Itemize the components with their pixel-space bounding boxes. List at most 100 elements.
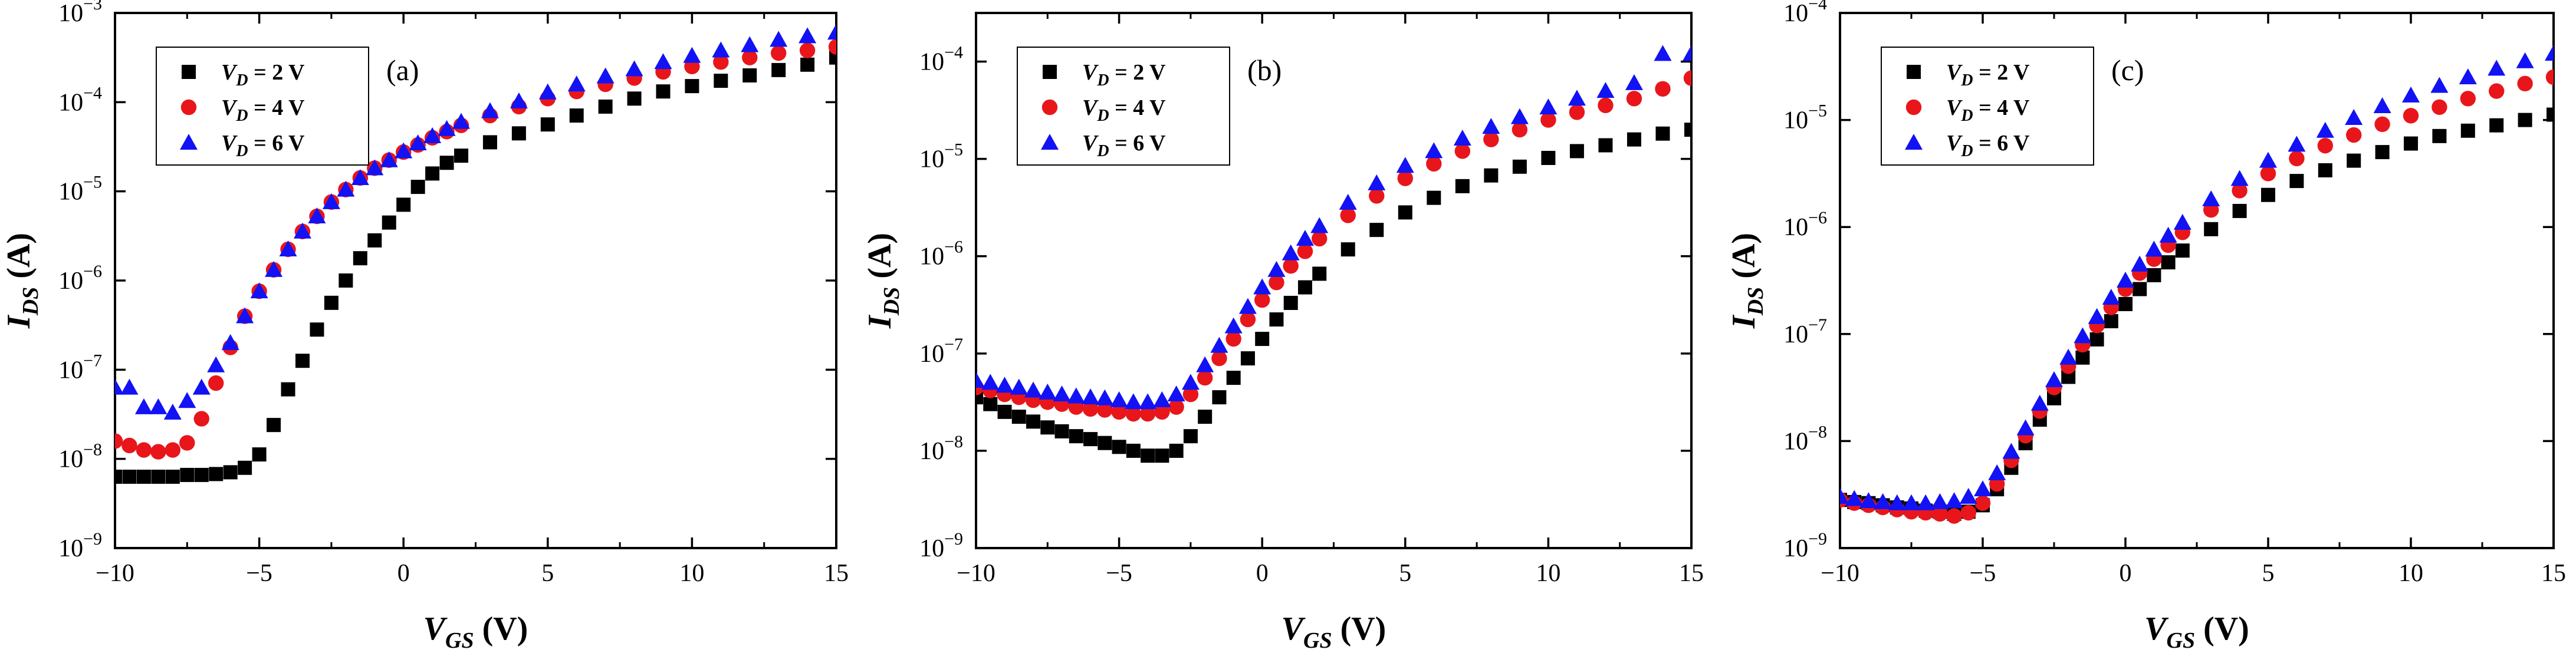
data-point: [136, 469, 151, 484]
data-point: [163, 403, 182, 420]
data-point: [221, 334, 239, 350]
data-point: [2489, 83, 2505, 99]
data-point: [1340, 242, 1355, 257]
data-point: [223, 465, 238, 480]
data-point: [742, 68, 757, 83]
legend-label: VD = 6 V: [221, 131, 305, 160]
data-point: [2402, 86, 2420, 103]
data-point: [382, 215, 396, 230]
x-tick-label: 10: [679, 560, 704, 587]
series-3: [1840, 45, 2554, 510]
data-point: [1210, 337, 1228, 353]
data-point: [1083, 432, 1098, 447]
data-point: [2175, 243, 2190, 258]
legend-label: VD = 4 V: [221, 95, 305, 125]
data-point: [1369, 223, 1384, 238]
data-point: [771, 62, 786, 77]
x-axis-title: VGS (V): [1282, 611, 1386, 653]
series-1: [976, 123, 1691, 463]
data-point: [1224, 317, 1243, 334]
data-point: [2102, 289, 2120, 305]
data-point: [337, 180, 355, 197]
data-point: [2288, 136, 2306, 152]
data-point: [683, 47, 701, 63]
data-point: [1568, 90, 1586, 106]
data-point: [295, 354, 310, 368]
data-point: [2002, 443, 2020, 459]
data-point: [1181, 374, 1200, 390]
data-point: [1569, 144, 1584, 159]
data-point: [2430, 77, 2449, 93]
data-point: [1269, 275, 1284, 291]
data-point: [1959, 487, 1977, 504]
data-point: [596, 67, 615, 84]
data-point: [1153, 391, 1171, 408]
data-point: [1932, 506, 1948, 522]
y-tick-label: 10−9: [1783, 529, 1827, 562]
panel-label: (b): [1247, 54, 1282, 87]
data-point: [265, 260, 283, 277]
data-point: [1111, 404, 1127, 420]
data-point: [1167, 385, 1185, 402]
data-point: [192, 378, 211, 395]
data-point: [1212, 390, 1227, 405]
data-point: [1267, 260, 1286, 277]
data-point: [351, 169, 369, 185]
data-points: [115, 24, 836, 484]
data-point: [1225, 331, 1241, 347]
legend-label: VD = 6 V: [1946, 131, 2030, 160]
data-point: [238, 460, 252, 475]
data-point: [1454, 143, 1471, 159]
data-point: [1960, 504, 1976, 521]
data-point: [194, 467, 209, 482]
data-point: [2404, 136, 2418, 151]
data-point: [2432, 128, 2447, 143]
data-point: [1240, 351, 1255, 366]
data-point: [179, 435, 195, 451]
data-point: [2460, 123, 2475, 138]
data-point: [799, 27, 817, 44]
legend: VD = 2 V VD = 4 V VD = 6 V: [1881, 47, 2094, 166]
data-point: [1024, 381, 1043, 398]
y-tick-label: 10−7: [58, 351, 102, 384]
data-point: [2545, 45, 2554, 61]
data-point: [1126, 443, 1141, 458]
data-point: [2545, 69, 2554, 85]
data-point: [452, 113, 471, 129]
data-point: [122, 469, 137, 484]
data-point: [1974, 480, 1992, 497]
data-point: [1655, 126, 1670, 141]
data-point: [1859, 492, 1878, 509]
data-point: [538, 83, 557, 100]
data-point: [1168, 399, 1184, 415]
data-point: [2104, 314, 2118, 329]
data-point: [1684, 123, 1691, 137]
data-point: [1139, 393, 1157, 410]
y-tick-label: 10−4: [1783, 0, 1827, 27]
legend-label: VD = 2 V: [1946, 60, 2030, 90]
data-point: [1054, 424, 1069, 438]
data-point: [1931, 493, 1949, 509]
legend-label: VD = 2 V: [1082, 60, 1166, 90]
data-point: [1917, 494, 1935, 510]
data-point: [339, 273, 353, 288]
data-point: [1655, 81, 1671, 97]
data-point: [1124, 393, 1142, 410]
data-point: [1946, 508, 1962, 524]
data-point: [395, 142, 413, 159]
data-point: [1455, 179, 1470, 193]
data-point: [997, 404, 1012, 419]
series-3: [115, 24, 836, 420]
data-point: [208, 375, 224, 391]
data-point: [1196, 356, 1214, 372]
panel-label: (a): [386, 54, 419, 87]
data-point: [1082, 401, 1099, 417]
panel-label: (c): [2111, 54, 2144, 87]
data-point: [1098, 436, 1112, 450]
data-point: [2316, 121, 2334, 138]
data-point: [2518, 113, 2532, 127]
data-point: [2373, 97, 2391, 113]
data-point: [2145, 240, 2163, 257]
data-point: [1510, 108, 1529, 124]
data-point: [115, 433, 123, 449]
